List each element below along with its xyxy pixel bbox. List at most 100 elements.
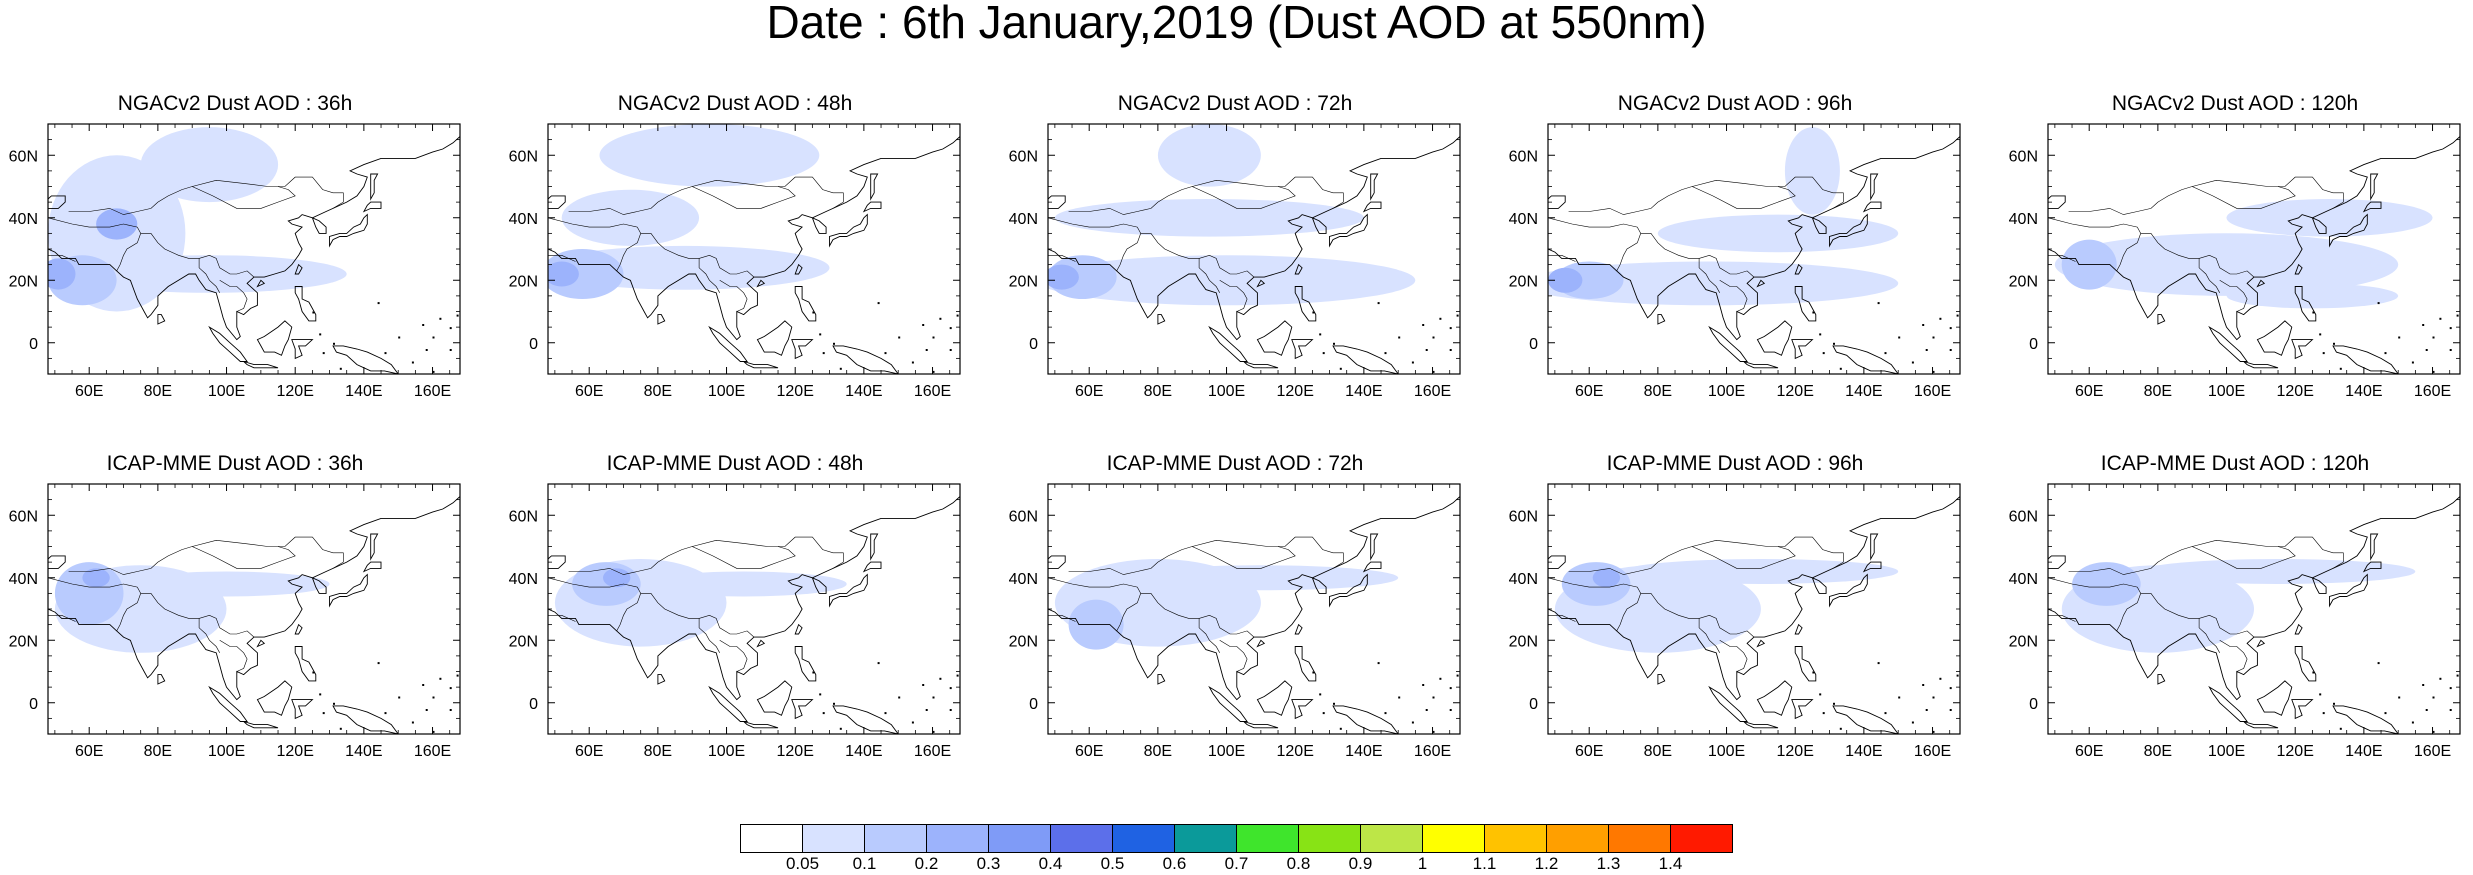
island xyxy=(2312,311,2315,314)
island xyxy=(839,727,842,730)
lat-tick-label: 20N xyxy=(509,633,538,650)
coastline xyxy=(1256,279,1266,288)
coastline xyxy=(362,201,382,213)
colorbar-swatch xyxy=(1484,824,1547,853)
colorbar-swatch xyxy=(1298,824,1361,853)
coastline xyxy=(1829,213,1868,248)
country-border xyxy=(698,258,720,293)
island xyxy=(1833,342,1835,345)
aod-field xyxy=(2048,124,2460,374)
aod-field xyxy=(548,124,960,374)
island xyxy=(2339,727,2342,730)
coastline xyxy=(756,279,766,288)
coastline xyxy=(48,555,66,569)
country-border xyxy=(1192,546,1296,569)
country-border xyxy=(1719,640,1748,672)
lon-tick-label: 160E xyxy=(2414,383,2451,400)
lon-tick-label: 80E xyxy=(144,383,172,400)
country-border xyxy=(1548,255,1576,262)
coastline xyxy=(1291,339,1314,360)
coastline xyxy=(2332,345,2399,374)
country-border xyxy=(1568,536,1844,575)
lat-tick-label: 20N xyxy=(1009,273,1038,290)
aod-patch xyxy=(123,571,330,597)
island xyxy=(1425,349,1428,351)
country-border xyxy=(219,280,248,312)
island xyxy=(2449,687,2452,690)
country-border xyxy=(1140,593,1255,638)
coastline xyxy=(243,721,279,729)
island xyxy=(1432,336,1435,339)
map-panel: NGACv2 Dust AOD : 48h 60E 80E 100E 120E 140E 1… xyxy=(500,92,970,422)
country-border xyxy=(1640,593,1755,638)
island xyxy=(1925,709,1928,711)
aod-patch xyxy=(140,127,279,203)
coastline xyxy=(1294,263,1303,275)
country-border xyxy=(1198,618,1220,653)
island xyxy=(1949,327,1952,330)
coastline xyxy=(256,680,293,716)
lon-tick-label: 120E xyxy=(777,383,814,400)
island xyxy=(839,367,842,370)
lat-tick-label: 60N xyxy=(2009,148,2038,165)
island xyxy=(398,336,401,339)
lat-tick-label: 40N xyxy=(1509,571,1538,588)
island xyxy=(1949,709,1952,711)
island xyxy=(1377,302,1380,305)
country-border xyxy=(548,255,576,262)
island xyxy=(1932,696,1935,699)
island xyxy=(1432,696,1435,699)
coastline xyxy=(157,674,166,685)
lon-tick-label: 100E xyxy=(708,383,745,400)
island xyxy=(2449,349,2452,351)
coastline xyxy=(1157,314,1166,325)
island xyxy=(432,696,435,699)
country-border xyxy=(1048,217,1142,272)
colorbar-swatch xyxy=(1360,824,1423,853)
island xyxy=(877,662,880,665)
coastline xyxy=(1362,561,1382,573)
island xyxy=(956,314,959,317)
coastline xyxy=(1791,699,1814,720)
aod-patch xyxy=(2140,559,2416,584)
coastline xyxy=(294,263,303,275)
colorbar-label: 0.7 xyxy=(1225,854,1249,870)
coastline xyxy=(1794,623,1803,635)
aod-patch xyxy=(1054,199,1364,237)
lon-tick-label: 60E xyxy=(1575,383,1603,400)
country-border xyxy=(548,217,642,272)
map-panel: ICAP-MME Dust AOD : 96h 60E 80E 100E 120E 140… xyxy=(1500,452,1970,782)
island xyxy=(319,333,322,336)
coastline xyxy=(832,705,899,734)
island xyxy=(439,317,442,320)
country-border xyxy=(2068,176,2344,215)
coastline xyxy=(791,699,814,720)
country-border xyxy=(1140,233,1255,278)
coastline xyxy=(294,646,317,682)
coastline xyxy=(2256,639,2266,648)
lon-tick-label: 80E xyxy=(644,383,672,400)
lat-tick-label: 60N xyxy=(1009,148,1038,165)
lat-tick-label: 0 xyxy=(1529,696,1538,713)
colorbar-swatch xyxy=(1608,824,1671,853)
country-border xyxy=(2198,618,2220,653)
island xyxy=(922,324,925,326)
lon-tick-label: 80E xyxy=(1144,743,1172,760)
colorbar-label: 1 xyxy=(1418,854,1427,870)
country-border xyxy=(68,176,344,215)
lon-tick-label: 140E xyxy=(845,383,882,400)
country-border xyxy=(48,217,142,272)
country-border xyxy=(1048,615,1076,622)
island xyxy=(2449,327,2452,330)
island xyxy=(1456,314,1459,317)
map-panel: ICAP-MME Dust AOD : 120h 60E 80E 100E 120E 14… xyxy=(2000,452,2470,782)
colorbar-label: 0.1 xyxy=(853,854,877,870)
aod-patch xyxy=(2054,233,2399,296)
island xyxy=(2312,671,2315,674)
colorbar-label: 0.4 xyxy=(1039,854,1063,870)
coastline xyxy=(2243,361,2279,369)
coastline xyxy=(2294,263,2303,275)
island xyxy=(2449,709,2452,711)
coastline xyxy=(1832,345,1899,374)
coastline xyxy=(1243,721,1279,729)
